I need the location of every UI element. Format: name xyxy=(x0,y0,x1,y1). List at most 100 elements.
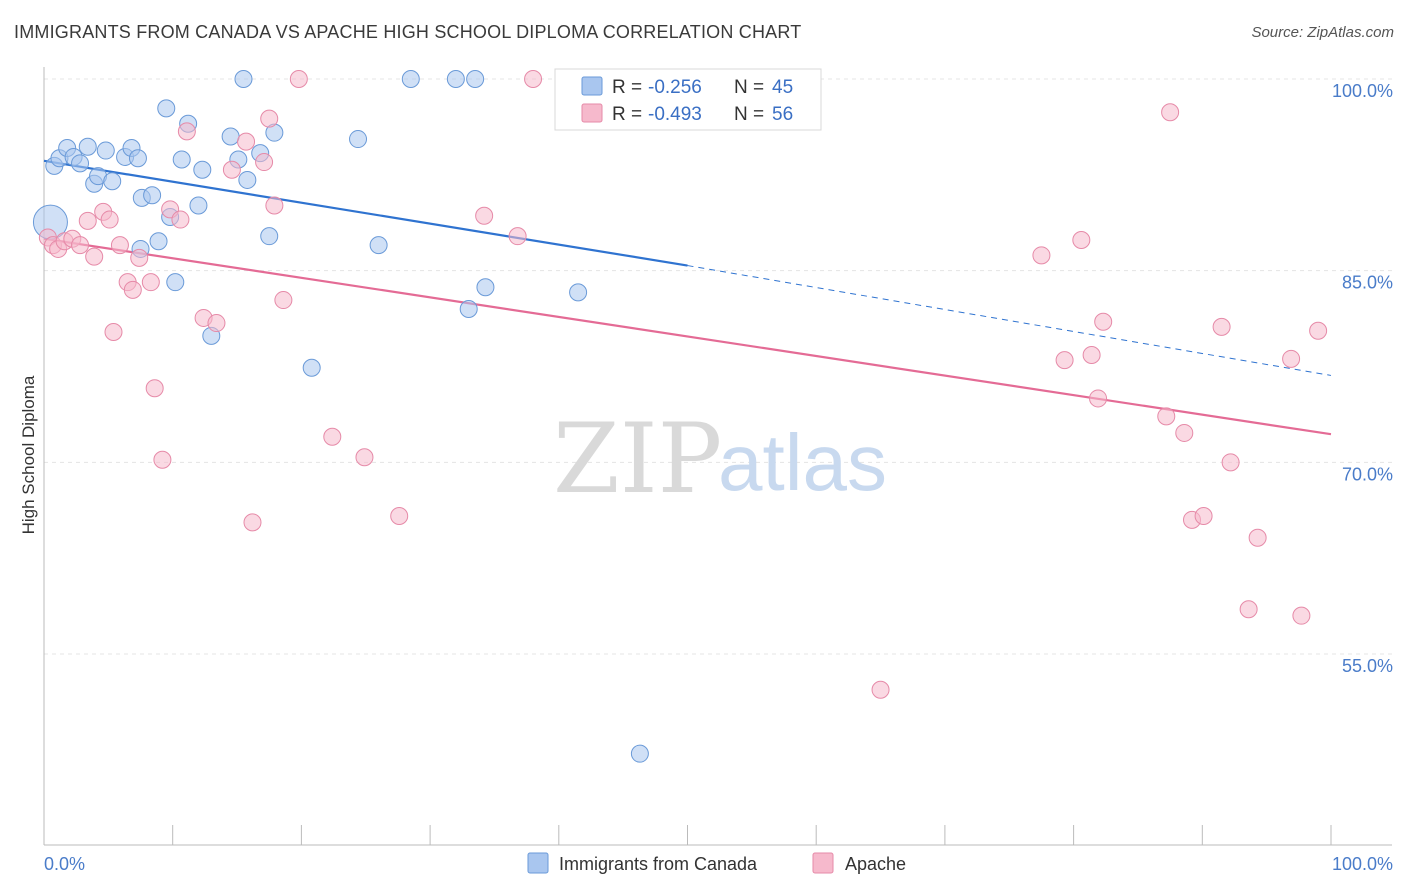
apache-point-37 xyxy=(871,680,890,699)
canada-point-16 xyxy=(143,186,162,205)
y-tick-label-0: 55.0% xyxy=(1342,656,1393,676)
canada-point-24 xyxy=(193,160,212,179)
apache-point-39 xyxy=(1055,351,1074,370)
apache-point-34 xyxy=(475,206,494,225)
canada-point-43 xyxy=(630,744,649,763)
bottom-legend-swatch-apache xyxy=(812,852,834,874)
legend-r-apache: -0.493 xyxy=(648,104,702,125)
y-tick-labels: 55.0% 70.0% 85.0% 100.0% xyxy=(1332,81,1393,676)
trendline-canada-extension xyxy=(687,265,1332,376)
apache-point-9 xyxy=(100,210,119,229)
canada-point-35 xyxy=(369,236,388,255)
apache-point-6 xyxy=(78,211,97,230)
legend-r-label-apache: R = xyxy=(612,104,642,125)
canada-point-10 xyxy=(103,172,122,191)
watermark-zip: ZIP xyxy=(553,403,722,515)
watermark: ZIP atlas xyxy=(553,403,887,515)
apache-point-11 xyxy=(110,236,129,255)
apache-point-29 xyxy=(274,291,293,310)
trendline-apache xyxy=(43,237,1332,436)
canada-point-20 xyxy=(166,273,185,292)
apache-point-46 xyxy=(1175,423,1194,442)
x-tick-label-0: 0.0% xyxy=(44,854,85,874)
legend-n-apache: 56 xyxy=(772,104,793,125)
apache-point-16 xyxy=(145,379,164,398)
apache-point-7 xyxy=(85,247,104,266)
apache-point-53 xyxy=(1282,349,1301,368)
apache-point-43 xyxy=(1094,312,1113,331)
canada-point-26 xyxy=(221,127,240,146)
legend-n-label-apache: N = xyxy=(734,104,764,125)
legend-swatch-canada xyxy=(581,76,603,96)
apache-point-36 xyxy=(524,70,543,88)
legend-r-label-canada: R = xyxy=(612,77,642,98)
x-tick-labels: 0.0% 100.0% xyxy=(44,854,1393,874)
apache-point-44 xyxy=(1157,407,1176,426)
apache-point-41 xyxy=(1082,346,1101,364)
apache-point-48 xyxy=(1194,507,1213,525)
bottom-legend-swatch-canada xyxy=(527,852,549,874)
canada-point-40 xyxy=(476,278,495,297)
apache-point-32 xyxy=(355,448,374,467)
apache-point-20 xyxy=(177,122,196,141)
apache-point-28 xyxy=(265,196,284,215)
canada-point-38 xyxy=(466,70,485,88)
canada-point-33 xyxy=(302,358,321,377)
bottom-legend: Immigrants from Canada Apache xyxy=(527,852,906,874)
trendlines xyxy=(43,159,1332,436)
canada-point-42 xyxy=(569,283,588,302)
canada-point-29 xyxy=(238,170,257,189)
apache-point-33 xyxy=(390,507,409,525)
apache-point-26 xyxy=(255,153,274,172)
canada-point-21 xyxy=(172,150,191,169)
apache-point-27 xyxy=(260,109,279,128)
apache-point-31 xyxy=(323,427,342,446)
canada-point-9 xyxy=(96,141,115,160)
trendline-canada xyxy=(43,159,688,267)
apache-point-13 xyxy=(123,280,142,299)
canada-point-5 xyxy=(71,154,90,173)
y-tick-label-3: 100.0% xyxy=(1332,81,1393,101)
apache-point-10 xyxy=(104,323,123,341)
axes xyxy=(43,67,1392,846)
y-tick-label-2: 85.0% xyxy=(1342,273,1393,293)
canada-point-28 xyxy=(234,70,253,88)
canada-point-39 xyxy=(459,300,478,318)
watermark-atlas: atlas xyxy=(718,418,887,507)
apache-point-24 xyxy=(237,132,256,151)
y-tick-label-1: 70.0% xyxy=(1342,464,1393,484)
apache-point-38 xyxy=(1032,246,1051,265)
canada-point-23 xyxy=(189,196,208,215)
legend: R = -0.256 N = 45 R = -0.493 N = 56 xyxy=(554,68,822,131)
canada-point-36 xyxy=(401,70,420,88)
apache-point-5 xyxy=(71,236,90,255)
y-axis-label: High School Diploma xyxy=(19,375,38,534)
apache-point-23 xyxy=(222,160,241,179)
apache-point-42 xyxy=(1089,389,1108,408)
apache-point-15 xyxy=(141,273,160,292)
canada-point-13 xyxy=(128,149,147,168)
bottom-legend-apache: Apache xyxy=(845,854,906,874)
canada-point-31 xyxy=(260,227,279,246)
canada-point-6 xyxy=(78,137,97,156)
grid-lines xyxy=(44,78,1392,655)
apache-point-45 xyxy=(1161,103,1180,122)
legend-r-canada: -0.256 xyxy=(648,77,702,98)
source-label: Source: ZipAtlas.com xyxy=(1251,24,1394,41)
apache-point-22 xyxy=(207,314,226,333)
legend-n-label-canada: N = xyxy=(734,77,764,98)
x-tick-label-1: 100.0% xyxy=(1332,854,1393,874)
canada-point-18 xyxy=(157,99,176,118)
legend-n-canada: 45 xyxy=(772,77,793,98)
apache-point-51 xyxy=(1239,600,1258,619)
apache-point-19 xyxy=(171,210,190,229)
apache-point-25 xyxy=(243,513,262,532)
apache-point-17 xyxy=(153,450,172,469)
canada-point-34 xyxy=(349,130,368,149)
canada-point-37 xyxy=(446,70,465,88)
legend-swatch-apache xyxy=(581,103,603,123)
bottom-legend-canada: Immigrants from Canada xyxy=(559,854,758,874)
apache-point-49 xyxy=(1212,317,1231,336)
canada-point-17 xyxy=(149,232,168,251)
